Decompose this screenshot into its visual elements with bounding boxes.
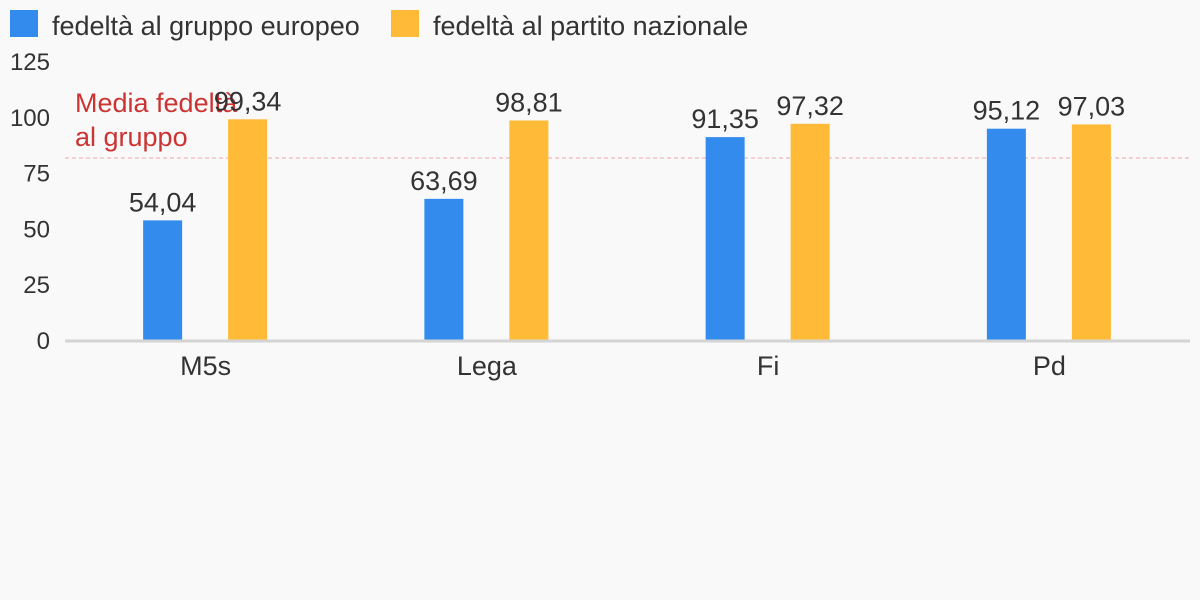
legend-swatch-1: [10, 10, 38, 37]
data-label: 91,35: [691, 104, 759, 134]
y-tick-label: 100: [10, 105, 50, 132]
y-tick-label: 125: [10, 49, 50, 76]
y-tick-label: 25: [23, 272, 50, 299]
data-label: 95,12: [973, 96, 1041, 126]
legend-swatch-2: [391, 10, 419, 37]
x-tick-label: Fi: [757, 351, 780, 381]
reference-line-label: al gruppo: [75, 122, 188, 152]
bar-fi-series-1: [705, 137, 745, 341]
y-tick-label: 75: [23, 161, 50, 188]
data-label: 97,32: [776, 91, 844, 121]
legend: fedeltà al gruppo europeo fedeltà al part…: [10, 10, 748, 41]
y-tick-label: 0: [37, 328, 50, 355]
bar-m5s-series-1: [143, 220, 183, 341]
y-tick-label: 50: [23, 216, 50, 243]
reference-line-label: Media fedeltà: [75, 88, 238, 118]
bar-pd-series-1: [986, 128, 1026, 341]
y-axis: 0 25 50 75 100 125: [10, 49, 50, 355]
x-axis: M5s Lega Fi Pd: [65, 339, 1190, 381]
data-label: 54,04: [129, 187, 197, 217]
bars: [143, 119, 1111, 341]
data-labels: 54,04 99,34 63,69 98,81 91,35 97,32 95,12 97,03: [129, 86, 1125, 217]
x-tick-label: M5s: [180, 351, 231, 381]
reference-line-group: Media fedeltà al gruppo: [65, 88, 1190, 159]
legend-label-2: fedeltà al partito nazionale: [433, 11, 748, 41]
data-label: 99,34: [214, 86, 282, 116]
legend-label-1: fedeltà al gruppo europeo: [52, 11, 360, 41]
bar-fi-series-2: [790, 123, 830, 341]
bar-m5s-series-2: [228, 119, 268, 341]
bar-lega-series-1: [424, 198, 464, 341]
data-label: 63,69: [410, 166, 478, 196]
bar-pd-series-2: [1071, 124, 1111, 341]
x-tick-label: Lega: [457, 351, 518, 381]
data-label: 98,81: [495, 87, 563, 117]
bar-lega-series-2: [509, 120, 549, 341]
data-label: 97,03: [1058, 91, 1126, 121]
x-tick-label: Pd: [1033, 351, 1066, 381]
